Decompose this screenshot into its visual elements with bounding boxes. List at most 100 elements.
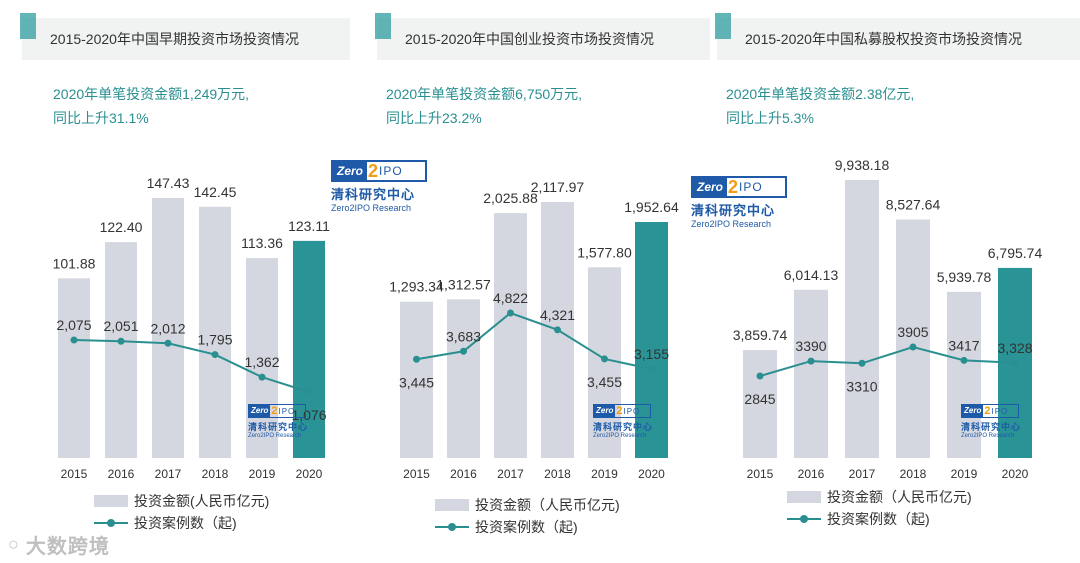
line-label-2019: 3,455 — [587, 374, 622, 390]
panel-header: 2015-2020年中国私募股权投资市场投资情况 — [715, 13, 1080, 60]
line-point-2016 — [117, 337, 125, 345]
line-label-2015: 2,075 — [56, 317, 91, 333]
x-tick-2020: 2020 — [1002, 467, 1029, 481]
legend-line-swatch — [94, 519, 128, 527]
x-tick-2020: 2020 — [296, 467, 323, 481]
legend-bar-label: 投资金额(人民币亿元) — [134, 493, 270, 509]
line-series — [416, 311, 652, 370]
bar-2020 — [635, 221, 668, 458]
bar-2016 — [447, 299, 480, 458]
chart-legend: 投资金额（人民币亿元) 投资案例数（起) — [787, 486, 972, 530]
bar-2018 — [199, 206, 231, 458]
line-label-2017: 4,822 — [493, 290, 528, 306]
chart-legend: 投资金额（人民币亿元) 投资案例数（起) — [435, 494, 620, 538]
line-label-2016: 2,051 — [103, 318, 138, 334]
line-label-2018: 1,795 — [197, 332, 232, 348]
bar-2019 — [246, 258, 278, 458]
legend-line: 投资案例数（起) — [94, 512, 269, 534]
bar-2019 — [947, 291, 981, 458]
bar-label-2018: 2,117.97 — [531, 179, 585, 195]
bar-2015 — [743, 350, 777, 458]
line-label-2019: 1,362 — [244, 354, 279, 370]
bar-2017 — [494, 213, 527, 458]
watermark: ○ 大数跨境 — [8, 530, 110, 559]
bar-2018 — [896, 219, 930, 458]
line-label-2018: 3905 — [897, 324, 928, 340]
bar-label-2016: 6,014.13 — [784, 267, 839, 283]
legend-line-label: 投资案例数（起) — [134, 515, 237, 531]
bar-2016 — [794, 289, 828, 458]
x-tick-2017: 2017 — [849, 467, 876, 481]
line-label-2016: 3390 — [795, 338, 826, 354]
chart-legend: 投资金额(人民币亿元) 投资案例数（起) — [94, 490, 269, 534]
line-point-2018 — [909, 343, 917, 351]
bar-label-2019: 113.36 — [241, 235, 283, 251]
bar-label-2015: 101.88 — [53, 255, 96, 271]
zero2ipo-logo: Zero 2 IPO 清科研究中心 Zero2IPO Research — [248, 404, 309, 439]
chart-private-equity: 3,859.74 2015 6,014.13 2016 9,938.18 2017 8,52… — [733, 157, 1043, 481]
line-label-2017: 3310 — [846, 378, 877, 394]
bar-label-2015: 3,859.74 — [733, 327, 788, 343]
line-label-2019: 3417 — [948, 337, 979, 353]
x-tick-2015: 2015 — [61, 467, 88, 481]
panel-early-stage: 2015-2020年中国早期投资市场投资情况 2020年单笔投资金额1,249万… — [0, 0, 360, 563]
x-tick-2016: 2016 — [450, 467, 477, 481]
header-accent — [715, 13, 731, 39]
bar-2017 — [845, 180, 879, 458]
line-point-2017 — [507, 309, 514, 317]
x-tick-2016: 2016 — [798, 467, 825, 481]
line-label-2016: 3,683 — [446, 328, 481, 344]
legend-line: 投资案例数（起) — [435, 516, 620, 538]
zero2ipo-logo: Zero 2 IPO 清科研究中心 Zero2IPO Research — [691, 176, 787, 229]
subtitle-line-1: 2020年单笔投资金额2.38亿元, — [726, 86, 915, 102]
bar-label-2020: 123.11 — [288, 218, 330, 234]
x-tick-2020: 2020 — [638, 467, 665, 481]
bar-2015 — [400, 301, 433, 458]
bar-label-2017: 2,025.88 — [483, 190, 538, 206]
watermark-icon: ○ — [8, 534, 20, 554]
subtitle-line-2: 同比上升31.1% — [53, 110, 149, 126]
panel-venture-capital: 2015-2020年中国创业投资市场投资情况 2020年单笔投资金额6,750万… — [331, 0, 715, 563]
header-accent — [375, 13, 391, 39]
line-point-2020 — [648, 365, 655, 373]
bar-2015 — [58, 278, 90, 458]
bar-2019 — [588, 267, 621, 458]
zero2ipo-logo: Zero 2 IPO 清科研究中心 Zero2IPO Research — [331, 160, 427, 213]
panel-subtitle: 2020年单笔投资金额2.38亿元, 同比上升5.3% — [726, 82, 914, 130]
panel-private-equity: 2015-2020年中国私募股权投资市场投资情况 2020年单笔投资金额2.38… — [691, 0, 1080, 563]
subtitle-line-2: 同比上升23.2% — [386, 110, 482, 126]
subtitle-line-1: 2020年单笔投资金额1,249万元, — [53, 86, 250, 102]
legend-line-label: 投资案例数（起) — [827, 511, 930, 527]
line-point-2016 — [460, 347, 467, 355]
line-point-2015 — [70, 336, 78, 344]
line-point-2016 — [807, 357, 815, 365]
legend-bar-swatch — [787, 491, 821, 503]
bar-2020 — [293, 240, 325, 458]
panel-header: 2015-2020年中国早期投资市场投资情况 — [20, 13, 350, 60]
subtitle-line-1: 2020年单笔投资金额6,750万元, — [386, 86, 583, 102]
header-accent — [20, 13, 36, 39]
x-tick-2017: 2017 — [497, 467, 524, 481]
legend-bar-swatch — [435, 499, 469, 511]
bar-label-2015: 1,293.34 — [389, 279, 444, 295]
legend-bar: 投资金额(人民币亿元) — [94, 490, 269, 512]
x-tick-2018: 2018 — [900, 467, 927, 481]
zero2ipo-logo-small: Zero 2 IPO 清科研究中心 Zero2IPO Research — [593, 404, 654, 439]
line-series — [759, 345, 1016, 377]
panel-subtitle: 2020年单笔投资金额6,750万元, 同比上升23.2% — [386, 82, 582, 130]
x-tick-2019: 2019 — [951, 467, 978, 481]
bar-label-2017: 147.43 — [147, 175, 190, 191]
zero2ipo-logo-small: Zero 2 IPO 清科研究中心 Zero2IPO Research — [961, 404, 1022, 439]
line-point-2019 — [601, 355, 608, 363]
line-point-2018 — [554, 326, 561, 334]
line-point-2015 — [413, 355, 420, 363]
x-tick-2016: 2016 — [108, 467, 135, 481]
panel-title: 2015-2020年中国早期投资市场投资情况 — [50, 31, 299, 47]
x-tick-2017: 2017 — [155, 467, 182, 481]
bar-label-2016: 1,312.57 — [436, 276, 491, 292]
x-tick-2015: 2015 — [403, 467, 430, 481]
bar-label-2019: 1,577.80 — [577, 244, 632, 260]
line-point-2015 — [756, 372, 764, 380]
legend-line: 投资案例数（起) — [787, 508, 972, 530]
bar-label-2020: 1,952.64 — [624, 199, 679, 215]
